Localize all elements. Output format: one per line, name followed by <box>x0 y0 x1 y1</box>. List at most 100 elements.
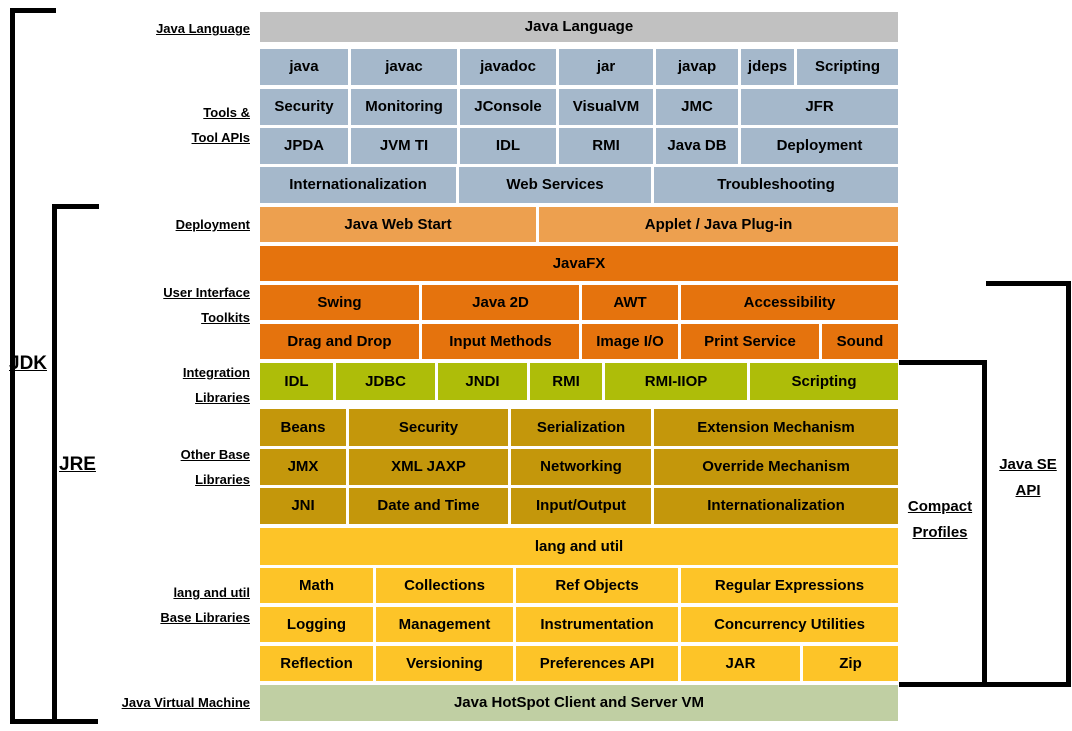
cell-visualvm[interactable]: VisualVM <box>559 89 653 125</box>
row-other-base-3: JNI Date and Time Input/Output Internationa… <box>260 488 898 524</box>
cell-idl[interactable]: IDL <box>460 128 556 164</box>
compact-profiles-label-line1: Compact <box>907 498 973 515</box>
row-tools-3: JPDA JVM TI IDL RMI Java DB Deployment <box>260 128 898 164</box>
cell-networking[interactable]: Networking <box>511 449 651 485</box>
cell-rmi-iiop[interactable]: RMI-IIOP <box>605 363 747 400</box>
cell-applet-java-plug-in[interactable]: Applet / Java Plug-in <box>539 207 898 242</box>
cell-jdbc[interactable]: JDBC <box>336 363 435 400</box>
cell-accessibility[interactable]: Accessibility <box>681 285 898 320</box>
jre-label[interactable]: JRE <box>59 453 96 477</box>
cell-java-web-start[interactable]: Java Web Start <box>260 207 536 242</box>
cell-jfr[interactable]: JFR <box>741 89 898 125</box>
label-ui-toolkits-text-user-interface: User Interface <box>163 285 250 300</box>
cell-xml-jaxp[interactable]: XML JAXP <box>349 449 508 485</box>
label-ui-toolkits[interactable]: User Interface Toolkits <box>0 280 250 330</box>
row-lang-util-3: Reflection Versioning Preferences API JAR Zi… <box>260 646 898 681</box>
cell-beans[interactable]: Beans <box>260 409 346 446</box>
cell-jdeps[interactable]: jdeps <box>741 49 794 85</box>
java-se-api-bracket-bottom-arm <box>986 682 1071 687</box>
cell-internationalization[interactable]: Internationalization <box>260 167 456 203</box>
cell-awt[interactable]: AWT <box>582 285 678 320</box>
cell-java-db[interactable]: Java DB <box>656 128 738 164</box>
cell-jmx[interactable]: JMX <box>260 449 346 485</box>
cell-lang-and-util[interactable]: lang and util <box>260 528 898 565</box>
cell-management[interactable]: Management <box>376 607 513 642</box>
cell-monitoring[interactable]: Monitoring <box>351 89 457 125</box>
cell-java[interactable]: java <box>260 49 348 85</box>
label-other-base-text-libraries: Libraries <box>195 472 250 487</box>
label-java-language[interactable]: Java Language <box>0 16 250 41</box>
row-other-base-1: Beans Security Serialization Extension Mech… <box>260 409 898 446</box>
label-lang-util[interactable]: lang and util Base Libraries <box>0 580 250 630</box>
cell-java-hotspot-client-and-server-vm[interactable]: Java HotSpot Client and Server VM <box>260 685 898 721</box>
row-deployment: Java Web Start Applet / Java Plug-in <box>260 207 898 242</box>
label-other-base[interactable]: Other Base Libraries <box>0 442 250 492</box>
java-se-api-label-line1: Java SE <box>999 456 1057 473</box>
cell-internationalization[interactable]: Internationalization <box>654 488 898 524</box>
cell-javafx[interactable]: JavaFX <box>260 246 898 281</box>
cell-regular-expressions[interactable]: Regular Expressions <box>681 568 898 603</box>
java-se-api-label[interactable]: Java SE API <box>988 452 1068 504</box>
row-lang-util-2: Logging Management Instrumentation Concurre… <box>260 607 898 642</box>
cell-jconsole[interactable]: JConsole <box>460 89 556 125</box>
cell-versioning[interactable]: Versioning <box>376 646 513 681</box>
label-integration-text-integration: Integration <box>182 365 250 380</box>
cell-extension-mechanism[interactable]: Extension Mechanism <box>654 409 898 446</box>
label-integration-text-libraries: Libraries <box>195 390 250 405</box>
label-integration[interactable]: Integration Libraries <box>0 360 250 410</box>
cell-jmc[interactable]: JMC <box>656 89 738 125</box>
cell-jndi[interactable]: JNDI <box>438 363 527 400</box>
cell-math[interactable]: Math <box>260 568 373 603</box>
cell-input-output[interactable]: Input/Output <box>511 488 651 524</box>
cell-security[interactable]: Security <box>349 409 508 446</box>
cell-javac[interactable]: javac <box>351 49 457 85</box>
cell-instrumentation[interactable]: Instrumentation <box>516 607 678 642</box>
cell-troubleshooting[interactable]: Troubleshooting <box>654 167 898 203</box>
label-ui-toolkits-text-toolkits: Toolkits <box>201 310 250 325</box>
compact-profiles-label[interactable]: Compact Profiles <box>897 494 983 546</box>
cell-idl[interactable]: IDL <box>260 363 333 400</box>
row-tools-2: Security Monitoring JConsole VisualVM JMC JFR <box>260 89 898 125</box>
cell-collections[interactable]: Collections <box>376 568 513 603</box>
cell-scripting[interactable]: Scripting <box>750 363 898 400</box>
label-tools[interactable]: Tools & Tool APIs <box>0 100 251 150</box>
cell-input-methods[interactable]: Input Methods <box>422 324 579 359</box>
cell-ref-objects[interactable]: Ref Objects <box>516 568 678 603</box>
row-tools-1: java javac javadoc jar javap jdeps Scripting <box>260 49 898 85</box>
cell-date-and-time[interactable]: Date and Time <box>349 488 508 524</box>
label-java-language-text-java-language: Java Language <box>156 21 250 36</box>
cell-preferences-api[interactable]: Preferences API <box>516 646 678 681</box>
cell-image-i-o[interactable]: Image I/O <box>582 324 678 359</box>
cell-jar[interactable]: JAR <box>681 646 800 681</box>
cell-java-2d[interactable]: Java 2D <box>422 285 579 320</box>
row-lang-util-header: lang and util <box>260 528 898 565</box>
jre-label-text: JRE <box>59 454 96 475</box>
cell-java-language[interactable]: Java Language <box>260 12 898 42</box>
cell-jpda[interactable]: JPDA <box>260 128 348 164</box>
java-se-api-bracket-vertical <box>1066 281 1071 687</box>
cell-rmi[interactable]: RMI <box>530 363 602 400</box>
cell-swing[interactable]: Swing <box>260 285 419 320</box>
cell-jvm-ti[interactable]: JVM TI <box>351 128 457 164</box>
label-deployment[interactable]: Deployment <box>0 212 250 237</box>
cell-javap[interactable]: javap <box>656 49 738 85</box>
cell-sound[interactable]: Sound <box>822 324 898 359</box>
cell-serialization[interactable]: Serialization <box>511 409 651 446</box>
cell-javadoc[interactable]: javadoc <box>460 49 556 85</box>
cell-concurrency-utilities[interactable]: Concurrency Utilities <box>681 607 898 642</box>
cell-zip[interactable]: Zip <box>803 646 898 681</box>
cell-jar[interactable]: jar <box>559 49 653 85</box>
jdk-label[interactable]: JDK <box>9 352 47 376</box>
cell-jni[interactable]: JNI <box>260 488 346 524</box>
cell-reflection[interactable]: Reflection <box>260 646 373 681</box>
cell-scripting[interactable]: Scripting <box>797 49 898 85</box>
cell-rmi[interactable]: RMI <box>559 128 653 164</box>
cell-print-service[interactable]: Print Service <box>681 324 819 359</box>
cell-web-services[interactable]: Web Services <box>459 167 651 203</box>
cell-logging[interactable]: Logging <box>260 607 373 642</box>
cell-deployment[interactable]: Deployment <box>741 128 898 164</box>
cell-security[interactable]: Security <box>260 89 348 125</box>
cell-drag-and-drop[interactable]: Drag and Drop <box>260 324 419 359</box>
label-jvm[interactable]: Java Virtual Machine <box>0 690 250 715</box>
cell-override-mechanism[interactable]: Override Mechanism <box>654 449 898 485</box>
